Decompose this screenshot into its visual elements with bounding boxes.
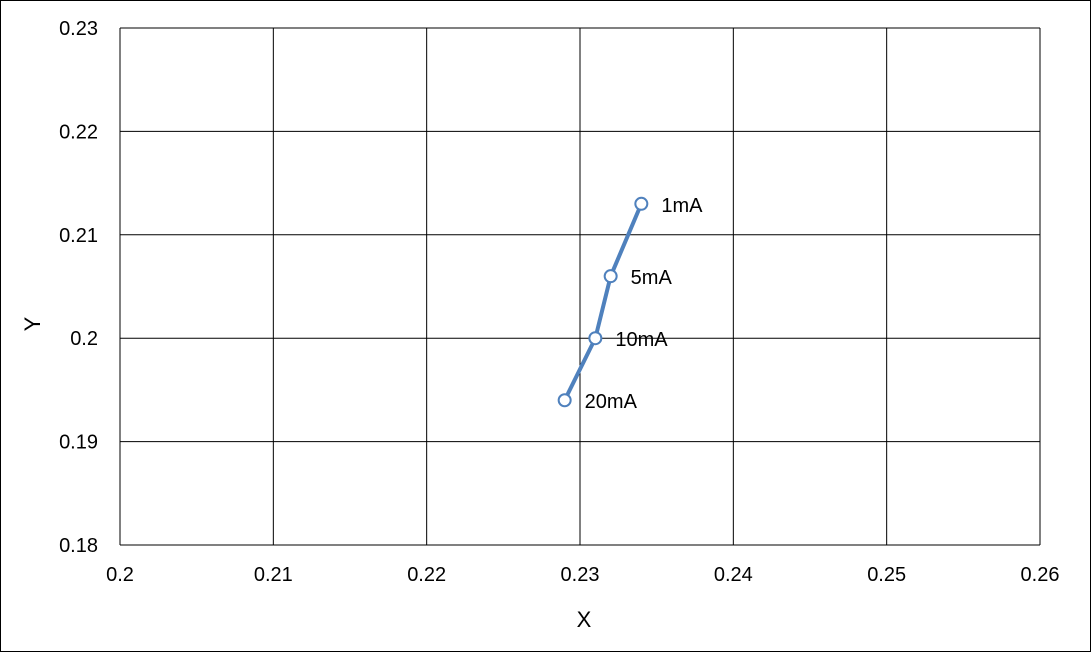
data-point xyxy=(634,196,649,211)
data-label: 20mA xyxy=(585,391,638,413)
x-axis-title: X xyxy=(577,607,592,632)
y-tick-label: 0.21 xyxy=(59,225,98,247)
data-label: 5mA xyxy=(631,267,673,289)
y-tick-labels: 0.18 0.19 0.2 0.21 0.22 0.23 xyxy=(59,18,98,557)
series-group: 1mA 5mA 10mA 20mA xyxy=(557,195,703,413)
y-tick-label: 0.19 xyxy=(59,432,98,454)
y-tick-label: 0.23 xyxy=(59,18,98,40)
y-tick-label: 0.18 xyxy=(59,535,98,557)
y-tick-label: 0.22 xyxy=(59,121,98,143)
data-label: 1mA xyxy=(661,195,703,217)
x-tick-label: 0.21 xyxy=(254,564,293,586)
y-tick-label: 0.2 xyxy=(70,328,98,350)
grid-lines xyxy=(119,27,1041,546)
y-axis-title: Y xyxy=(20,316,45,331)
data-point xyxy=(603,269,618,284)
x-tick-label: 0.22 xyxy=(407,564,446,586)
x-tick-label: 0.23 xyxy=(561,564,600,586)
data-point xyxy=(588,331,603,346)
x-tick-labels: 0.2 0.21 0.22 0.23 0.24 0.25 0.26 xyxy=(106,564,1059,586)
x-tick-label: 0.24 xyxy=(714,564,753,586)
x-tick-label: 0.26 xyxy=(1021,564,1060,586)
x-tick-label: 0.2 xyxy=(106,564,134,586)
x-tick-label: 0.25 xyxy=(867,564,906,586)
data-label: 10mA xyxy=(615,329,668,351)
data-point xyxy=(557,393,572,408)
series-line xyxy=(562,202,644,402)
